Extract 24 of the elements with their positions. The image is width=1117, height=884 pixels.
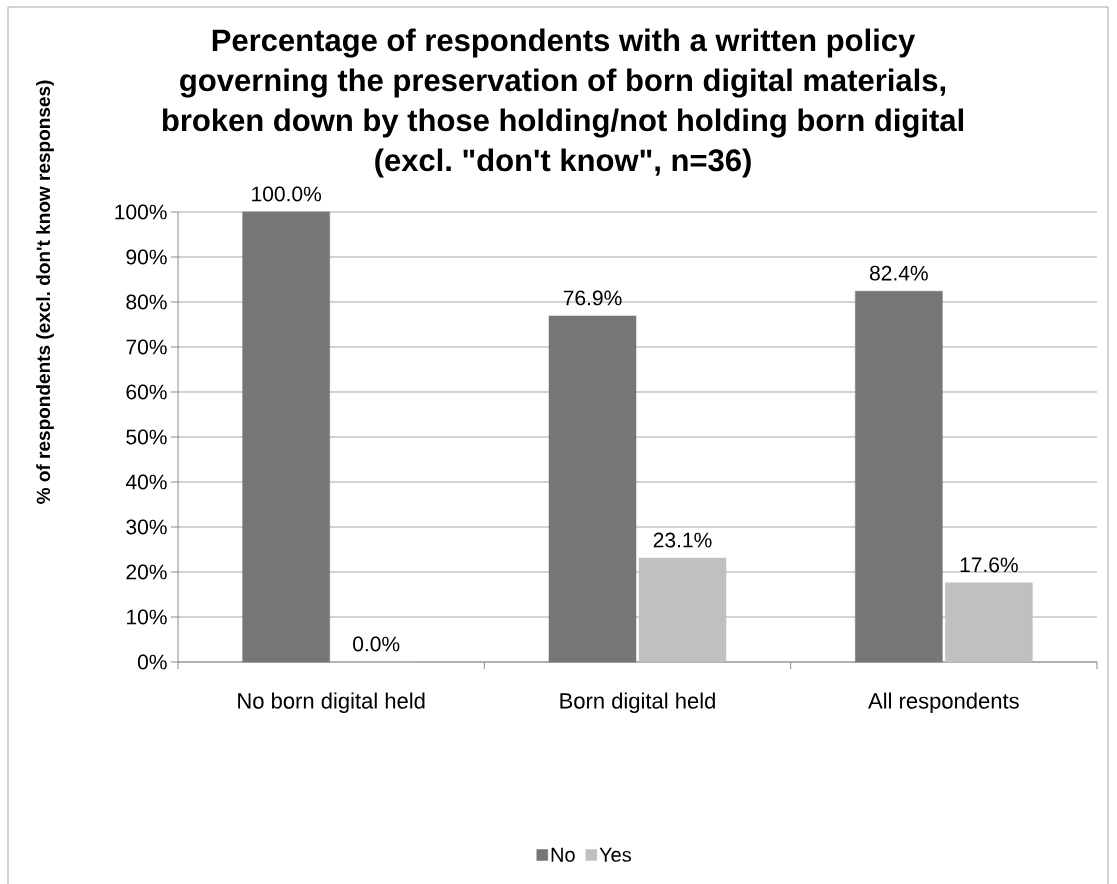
y-tick-label: 10%	[127, 609, 167, 625]
y-tick-label: 100%	[115, 204, 167, 220]
chart-title: Percentage of respondents with a written policy governing the preservation of born digital materials, broken down by those holding/not holding born digital (excl. "don't know", n=36)	[162, 28, 964, 178]
x-tick-label: All respondents	[868, 692, 1019, 714]
data-label: 23.1%	[653, 532, 712, 548]
y-tick-label: 60%	[126, 384, 167, 400]
y-tick-label: 90%	[126, 249, 167, 265]
x-tick-label: Born digital held	[560, 692, 715, 714]
legend-label: No	[551, 847, 575, 862]
data-label: 0.0%	[353, 636, 400, 652]
legend-label: Yes	[599, 847, 631, 862]
y-tick-label: 40%	[125, 474, 167, 490]
data-label: 82.4%	[869, 265, 928, 281]
y-tick-label: 50%	[126, 429, 167, 445]
y-axis-title: % of respondents (excl. don't know responses)	[36, 80, 54, 504]
y-tick-label: 70%	[126, 339, 167, 355]
data-label: 76.9%	[563, 290, 622, 306]
y-tick-label: 0%	[137, 654, 167, 670]
data-label: 17.6%	[960, 557, 1018, 573]
data-label: 100.0%	[252, 186, 322, 202]
y-tick-label: 80%	[126, 294, 167, 310]
y-tick-label: 30%	[126, 519, 167, 535]
y-tick-label: 20%	[126, 564, 167, 580]
x-tick-label: No born digital held	[238, 692, 425, 714]
